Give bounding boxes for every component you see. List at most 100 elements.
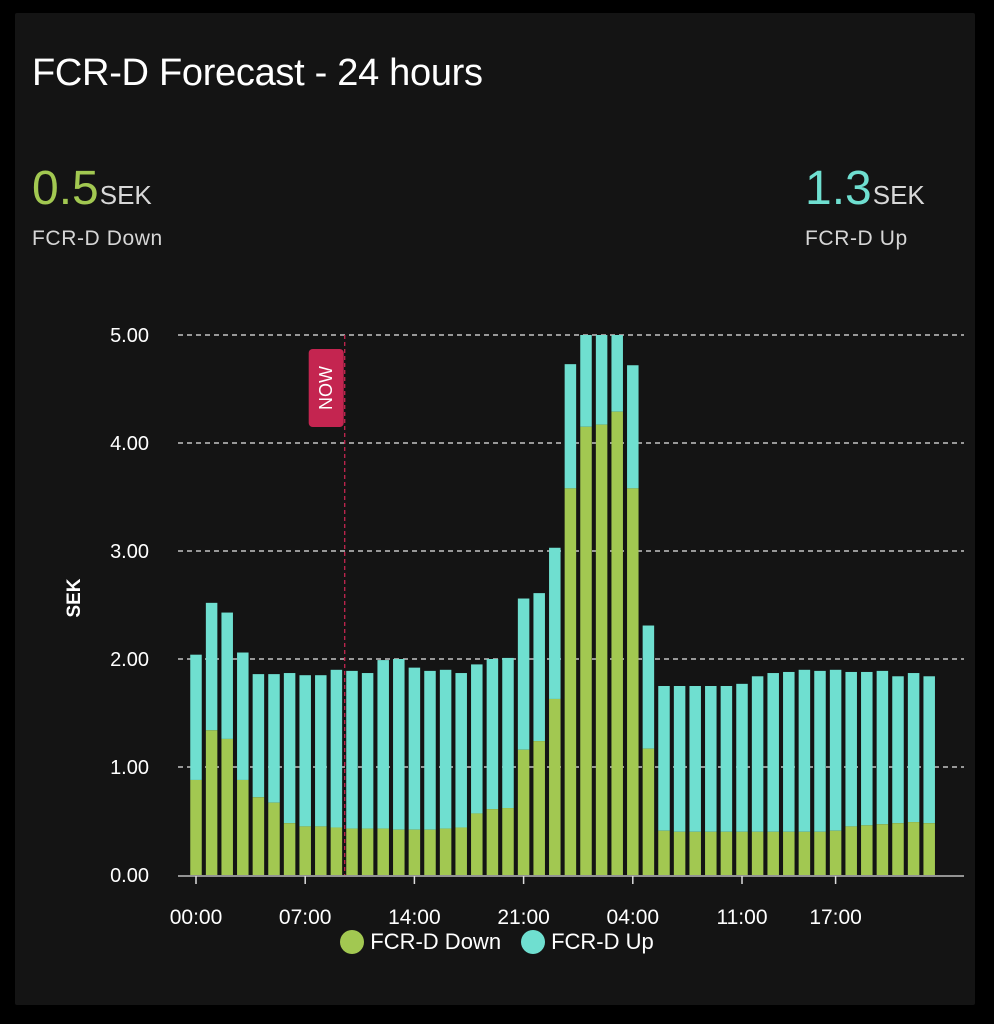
fcr-d-up-bar[interactable] xyxy=(767,673,779,832)
fcr-down-stat: 0.5SEK FCR-D Down xyxy=(32,165,163,251)
fcr-d-up-bar[interactable] xyxy=(580,335,592,427)
fcr-d-down-bar[interactable] xyxy=(502,808,514,875)
fcr-d-up-bar[interactable] xyxy=(221,612,233,739)
fcr-d-up-bar[interactable] xyxy=(439,669,452,829)
fcr-d-down-bar[interactable] xyxy=(907,822,920,875)
fcr-d-down-bar[interactable] xyxy=(627,488,639,875)
fcr-d-down-bar[interactable] xyxy=(393,829,405,875)
fcr-d-up-bar[interactable] xyxy=(517,598,530,750)
fcr-d-up-bar[interactable] xyxy=(424,670,436,830)
fcr-d-up-bar[interactable] xyxy=(564,364,577,489)
fcr-d-up-bar[interactable] xyxy=(923,676,935,824)
fcr-d-up-bar[interactable] xyxy=(299,675,311,827)
fcr-d-down-bar[interactable] xyxy=(205,730,218,875)
fcr-d-up-bar[interactable] xyxy=(595,335,608,425)
fcr-d-down-bar[interactable] xyxy=(252,797,265,875)
fcr-d-down-bar[interactable] xyxy=(751,831,764,875)
fcr-d-up-bar[interactable] xyxy=(377,660,389,829)
fcr-d-down-bar[interactable] xyxy=(595,424,608,875)
fcr-d-up-bar[interactable] xyxy=(315,675,327,827)
fcr-d-down-bar[interactable] xyxy=(642,748,655,875)
fcr-d-up-bar[interactable] xyxy=(720,686,733,832)
fcr-d-down-bar[interactable] xyxy=(549,698,561,875)
fcr-d-up-bar[interactable] xyxy=(783,671,795,832)
fcr-d-up-bar[interactable] xyxy=(892,676,904,824)
fcr-d-down-bar[interactable] xyxy=(471,813,483,875)
fcr-d-up-bar[interactable] xyxy=(751,676,764,832)
legend-item-down[interactable]: FCR-D Down xyxy=(340,929,501,955)
fcr-d-down-bar[interactable] xyxy=(611,411,623,875)
fcr-d-up-bar[interactable] xyxy=(705,686,717,832)
fcr-d-down-bar[interactable] xyxy=(720,831,733,875)
fcr-d-down-bar[interactable] xyxy=(221,738,233,875)
fcr-d-up-bar[interactable] xyxy=(408,667,421,830)
fcr-d-up-bar[interactable] xyxy=(486,659,499,810)
fcr-d-down-bar[interactable] xyxy=(283,823,296,875)
fcr-d-down-bar[interactable] xyxy=(876,824,889,875)
fcr-d-down-bar[interactable] xyxy=(798,831,811,875)
fcr-d-down-bar[interactable] xyxy=(377,828,389,875)
fcr-d-up-bar[interactable] xyxy=(814,670,826,832)
fcr-d-down-bar[interactable] xyxy=(439,828,452,875)
fcr-d-down-bar[interactable] xyxy=(190,779,202,875)
fcr-d-down-bar[interactable] xyxy=(299,826,311,875)
fcr-d-up-bar[interactable] xyxy=(861,671,873,826)
fcr-d-up-bar[interactable] xyxy=(190,654,202,780)
fcr-d-up-bar[interactable] xyxy=(798,669,811,832)
fcr-d-up-bar[interactable] xyxy=(907,673,920,823)
fcr-d-up-bar[interactable] xyxy=(346,670,358,829)
fcr-d-down-bar[interactable] xyxy=(861,825,873,875)
fcr-d-down-bar[interactable] xyxy=(923,823,935,875)
fcr-d-down-bar[interactable] xyxy=(705,831,717,875)
fcr-d-down-bar[interactable] xyxy=(408,829,421,875)
fcr-d-up-bar[interactable] xyxy=(736,683,748,832)
fcr-d-down-bar[interactable] xyxy=(268,802,280,875)
fcr-d-down-bar[interactable] xyxy=(689,831,701,875)
fcr-d-down-bar[interactable] xyxy=(517,749,530,875)
fcr-d-up-bar[interactable] xyxy=(673,686,686,832)
fcr-d-down-bar[interactable] xyxy=(361,828,374,875)
fcr-d-down-bar[interactable] xyxy=(486,809,499,875)
fcr-d-up-bar[interactable] xyxy=(268,674,280,803)
fcr-d-up-bar[interactable] xyxy=(627,365,639,489)
fcr-d-up-bar[interactable] xyxy=(205,602,218,731)
fcr-d-down-bar[interactable] xyxy=(892,823,904,875)
fcr-d-down-bar[interactable] xyxy=(580,426,592,875)
fcr-d-up-bar[interactable] xyxy=(471,664,483,814)
fcr-d-down-bar[interactable] xyxy=(533,741,545,875)
fcr-d-down-bar[interactable] xyxy=(673,831,686,875)
fcr-d-down-bar[interactable] xyxy=(814,831,826,875)
fcr-d-up-bar[interactable] xyxy=(252,674,265,798)
fcr-d-up-bar[interactable] xyxy=(330,669,343,828)
fcr-d-up-bar[interactable] xyxy=(455,673,467,828)
fcr-d-up-bar[interactable] xyxy=(658,686,670,831)
fcr-d-down-bar[interactable] xyxy=(767,831,779,875)
fcr-d-up-bar[interactable] xyxy=(549,547,561,699)
fcr-d-up-bar[interactable] xyxy=(876,670,889,825)
fcr-d-down-bar[interactable] xyxy=(455,827,467,875)
fcr-d-down-bar[interactable] xyxy=(315,826,327,875)
fcr-d-up-bar[interactable] xyxy=(829,669,842,831)
y-tick-label: 0.00 xyxy=(110,865,149,887)
fcr-d-down-bar[interactable] xyxy=(237,779,249,875)
fcr-d-up-bar[interactable] xyxy=(533,593,545,742)
fcr-d-down-bar[interactable] xyxy=(564,488,577,875)
fcr-d-down-bar[interactable] xyxy=(829,830,842,875)
fcr-d-up-bar[interactable] xyxy=(361,673,374,829)
legend-item-up[interactable]: FCR-D Up xyxy=(521,929,654,955)
fcr-d-down-bar[interactable] xyxy=(330,827,343,875)
fcr-d-down-bar[interactable] xyxy=(783,831,795,875)
fcr-d-up-bar[interactable] xyxy=(611,335,623,412)
fcr-d-up-bar[interactable] xyxy=(393,659,405,830)
fcr-d-up-bar[interactable] xyxy=(689,686,701,832)
fcr-d-up-bar[interactable] xyxy=(237,652,249,780)
fcr-d-down-bar[interactable] xyxy=(845,826,857,875)
fcr-d-down-bar[interactable] xyxy=(424,829,436,875)
fcr-d-up-bar[interactable] xyxy=(642,625,655,749)
fcr-d-down-bar[interactable] xyxy=(346,828,358,875)
fcr-d-up-bar[interactable] xyxy=(283,673,296,824)
fcr-d-up-bar[interactable] xyxy=(502,657,514,809)
fcr-d-up-bar[interactable] xyxy=(845,671,857,827)
fcr-d-down-bar[interactable] xyxy=(736,831,748,875)
fcr-d-down-bar[interactable] xyxy=(658,830,670,875)
